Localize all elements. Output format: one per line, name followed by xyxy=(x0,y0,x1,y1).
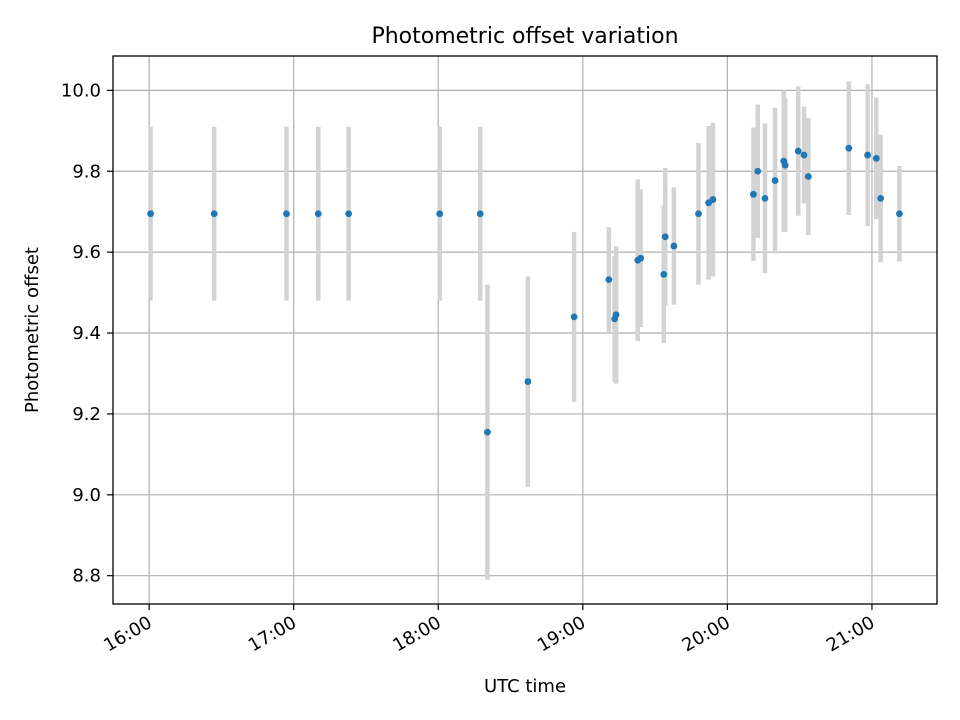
data-point xyxy=(794,147,802,155)
data-point xyxy=(314,210,322,218)
data-points xyxy=(147,144,903,436)
data-point xyxy=(845,144,853,152)
data-point xyxy=(661,233,669,241)
y-tick-label: 9.2 xyxy=(72,404,101,425)
y-axis-label: Photometric offset xyxy=(22,247,43,413)
data-point xyxy=(476,210,484,218)
data-point xyxy=(709,196,717,203)
data-point xyxy=(896,210,903,218)
y-tick-label: 9.8 xyxy=(72,161,101,182)
data-point xyxy=(283,210,290,218)
y-axis: 8.8 9.0 9.2 9.4 9.6 9.8 10.0 xyxy=(61,80,113,587)
data-point xyxy=(754,167,762,175)
data-point xyxy=(436,210,444,218)
chart-title: Photometric offset variation xyxy=(371,24,678,49)
y-tick-label: 8.8 xyxy=(72,566,101,587)
y-tick-label: 10.0 xyxy=(61,80,101,101)
data-point xyxy=(670,242,678,250)
data-point xyxy=(147,210,154,218)
plot-area xyxy=(112,55,938,605)
data-point xyxy=(761,194,769,202)
data-point xyxy=(781,161,789,169)
y-tick-label: 9.0 xyxy=(72,485,101,506)
data-point xyxy=(484,428,491,436)
data-point xyxy=(637,254,645,262)
data-point xyxy=(750,190,757,198)
data-point xyxy=(800,151,808,159)
plot-frame xyxy=(112,55,938,605)
data-point xyxy=(771,177,779,184)
y-tick-label: 9.4 xyxy=(72,323,101,344)
data-point xyxy=(612,311,620,319)
x-axis-label: UTC time xyxy=(484,676,566,697)
data-point xyxy=(210,210,218,218)
data-point xyxy=(660,270,668,278)
data-point xyxy=(864,151,872,159)
y-tick-label: 9.6 xyxy=(72,242,101,263)
data-point xyxy=(804,173,812,180)
data-point xyxy=(872,154,880,162)
data-point xyxy=(695,210,702,218)
data-point xyxy=(570,313,578,321)
data-point xyxy=(877,194,885,202)
data-point xyxy=(524,378,532,385)
data-point xyxy=(345,210,353,218)
data-point xyxy=(605,276,613,284)
plot-background xyxy=(113,56,937,604)
